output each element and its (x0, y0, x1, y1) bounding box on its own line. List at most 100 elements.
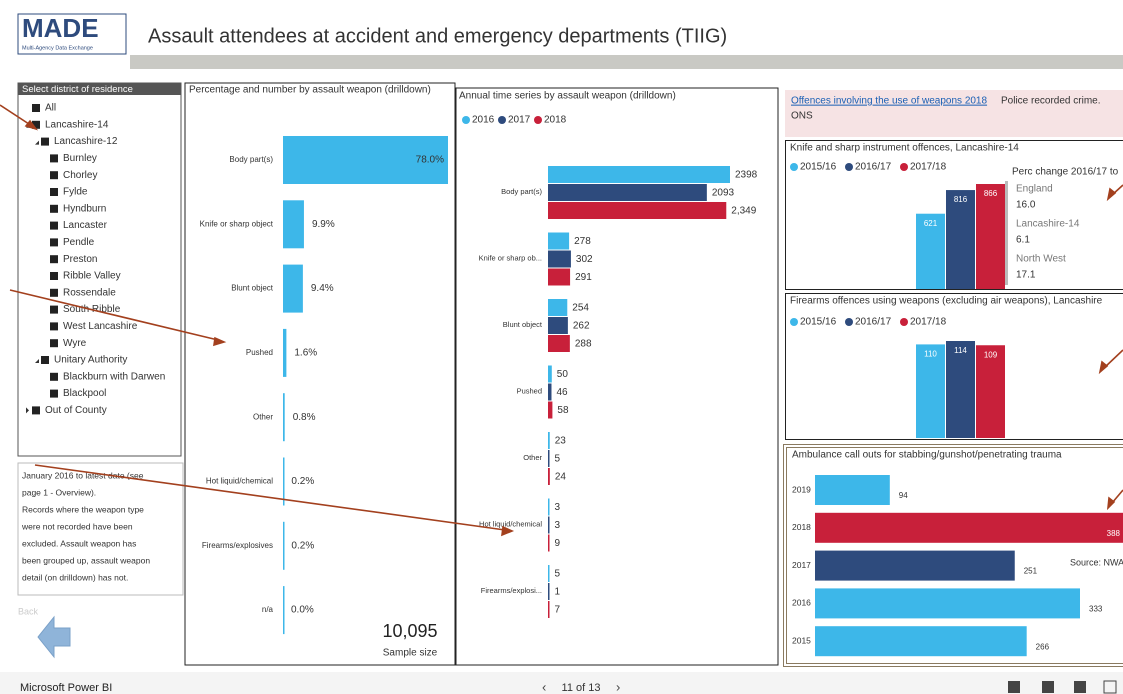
bar (815, 512, 1123, 543)
slicer-checkbox[interactable] (50, 255, 58, 264)
category-label: Body part(s) (501, 187, 542, 196)
category-label: n/a (262, 605, 274, 614)
expand-icon (35, 359, 39, 363)
slicer-checkbox[interactable] (50, 305, 58, 314)
page-title: Assault attendees at accident and emerge… (148, 25, 727, 47)
bar (548, 250, 571, 268)
share-twitter[interactable] (1042, 681, 1054, 693)
back-label[interactable]: Back (18, 606, 39, 616)
slicer-item[interactable]: Lancaster (63, 220, 108, 231)
share-facebook[interactable] (1074, 681, 1086, 693)
share-linkedin[interactable] (1008, 681, 1020, 693)
note-line: Records where the weapon type (22, 504, 144, 514)
annotation-arrows (0, 104, 1123, 537)
value-label: 866 (984, 189, 998, 198)
slicer-item[interactable]: Rossendale (63, 287, 116, 298)
slicer-item[interactable]: Lancashire-12 (54, 136, 118, 147)
back-button[interactable] (37, 615, 71, 659)
time-series-title: Annual time series by assault weapon (dr… (459, 91, 676, 102)
slicer-checkbox[interactable] (50, 322, 58, 331)
slicer-checkbox[interactable] (50, 204, 58, 213)
slicer-checkbox[interactable] (32, 406, 40, 415)
slicer-checkbox[interactable] (41, 356, 49, 364)
slicer-checkbox[interactable] (32, 120, 40, 129)
slicer-checkbox[interactable] (50, 288, 58, 297)
slicer-item[interactable]: Pendle (63, 237, 95, 248)
marks: Body part(s) 78.0% Knife or sharp object 9.… (200, 115, 1123, 657)
year-label: 2017 (792, 560, 811, 570)
app-name: Microsoft Power BI (20, 682, 112, 694)
note-line: January 2016 to latest date (see (22, 470, 144, 480)
slicer-item[interactable]: Blackburn with Darwen (63, 371, 165, 382)
bar (548, 365, 552, 383)
slicer-item[interactable]: Lancashire-14 (45, 119, 109, 130)
slicer-title: Select district of residence (22, 84, 133, 95)
slicer-checkbox[interactable] (50, 339, 58, 348)
category-label: Firearms/explosives (202, 541, 273, 550)
ambulance-title: Ambulance call outs for stabbing/gunshot… (792, 450, 1062, 461)
footer (0, 672, 1123, 694)
column (946, 190, 975, 289)
slicer-header (18, 83, 181, 95)
slicer-item[interactable]: Hyndburn (63, 203, 106, 214)
slicer-item[interactable]: Blackpool (63, 388, 106, 399)
slicer-checkbox[interactable] (50, 171, 58, 180)
source-link[interactable]: Offences involving the use of weapons 20… (791, 96, 987, 107)
slicer-item[interactable]: West Lancashire (63, 321, 138, 332)
perc-area: Lancashire-14 (1016, 219, 1080, 230)
bar (548, 450, 550, 467)
bar (548, 534, 550, 552)
bar (283, 586, 285, 635)
slicer-item[interactable]: Fylde (63, 187, 88, 198)
bar (548, 601, 550, 618)
slicer-item[interactable]: Ribble Valley (63, 271, 121, 282)
slicer-item[interactable]: Burnley (63, 153, 97, 164)
value-label: 0.8% (293, 412, 316, 423)
logo-box (17, 13, 127, 55)
source-text: Police recorded crime. (1001, 96, 1100, 107)
bar (548, 565, 550, 582)
value-label: 2093 (712, 188, 735, 199)
bar (815, 626, 1027, 657)
slicer-checkbox[interactable] (32, 104, 40, 112)
slicer-checkbox[interactable] (41, 137, 49, 146)
category-label: Other (523, 453, 542, 462)
slicer-item[interactable]: Chorley (63, 170, 97, 181)
slicer-checkbox[interactable] (50, 272, 58, 280)
slicer-checkbox[interactable] (50, 188, 58, 196)
slicer-checkbox[interactable] (50, 221, 58, 230)
source-publisher: ONS (791, 111, 813, 122)
slicer-checkbox[interactable] (50, 154, 58, 163)
year-label: 2019 (792, 484, 811, 494)
slicer-item[interactable]: Preston (63, 254, 97, 265)
collapse-icon (26, 407, 29, 414)
column (976, 345, 1005, 438)
year-label: 2015 (792, 635, 811, 645)
legend-dot (900, 163, 908, 171)
bar (815, 588, 1080, 619)
bar (548, 202, 727, 219)
ambulance-source: Source: NWA (1070, 557, 1123, 567)
share-link[interactable] (1103, 680, 1117, 694)
slicer-item[interactable]: All (45, 103, 56, 114)
slicer-checkbox[interactable] (50, 238, 58, 247)
value-label: 9.4% (311, 283, 334, 294)
value-label: 5 (555, 454, 561, 465)
prev-page[interactable]: ‹ (542, 679, 546, 694)
slicer-checkbox[interactable] (50, 372, 58, 381)
value-label: 302 (576, 254, 593, 265)
slicer-item[interactable]: Out of County (45, 405, 107, 416)
value-label: 251 (1024, 567, 1038, 576)
value-label: 254 (572, 303, 589, 314)
next-page[interactable]: › (616, 679, 620, 694)
column (976, 184, 1005, 289)
value-label: 262 (573, 321, 590, 332)
bar (548, 166, 730, 183)
category-label: Firearms/explosi... (481, 586, 542, 595)
slicer-item[interactable]: Unitary Authority (54, 355, 127, 366)
column (946, 341, 975, 438)
slicer-item[interactable]: Wyre (63, 338, 87, 349)
slicer-checkbox[interactable] (50, 389, 58, 398)
legend-label: 2017 (508, 115, 531, 126)
